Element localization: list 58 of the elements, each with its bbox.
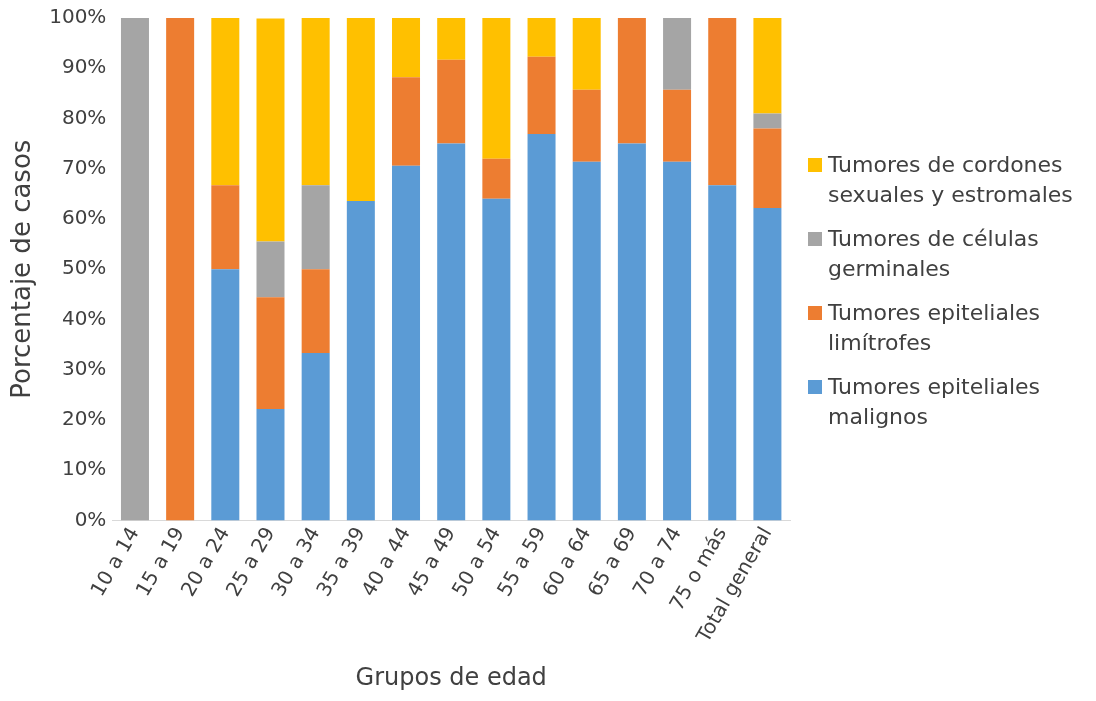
bar (753, 207, 782, 521)
bar (572, 89, 601, 162)
bar (663, 89, 692, 162)
y-tick-label: 70% (61, 154, 107, 179)
bar (482, 158, 511, 199)
y-tick-label: 50% (61, 255, 107, 280)
bar (120, 18, 149, 521)
bar (256, 18, 285, 242)
bar (527, 56, 556, 135)
y-tick-label: 10% (61, 456, 107, 481)
bar (346, 200, 375, 521)
bar (437, 18, 466, 60)
bar (708, 18, 737, 186)
bar (256, 297, 285, 409)
legend-label: Tumores de células germinales (828, 225, 1040, 283)
bar (482, 18, 511, 159)
bar (301, 269, 330, 354)
bar (301, 18, 330, 186)
bar (527, 18, 556, 57)
bar (753, 113, 782, 129)
bar (753, 18, 782, 114)
bar (527, 134, 556, 521)
y-tick-label: 0% (74, 506, 107, 531)
y-tick-label: 60% (61, 205, 107, 230)
bar (617, 143, 646, 521)
bar (663, 18, 692, 90)
bar (211, 18, 240, 186)
y-tick-label: 100% (49, 4, 107, 29)
bar (256, 241, 285, 298)
y-tick-label: 90% (61, 54, 107, 79)
bar (482, 198, 511, 521)
bar (211, 269, 240, 521)
bar (392, 77, 421, 166)
bar (572, 18, 601, 90)
bar (301, 353, 330, 521)
bar (346, 18, 375, 201)
bar (256, 408, 285, 521)
bar (572, 161, 601, 521)
x-axis-title: Grupos de edad (355, 662, 547, 691)
legend-label: Tumores epiteliales malignos (828, 373, 1042, 431)
bar (392, 18, 421, 78)
bar (392, 165, 421, 521)
bar (753, 128, 782, 208)
y-tick-label: 40% (61, 305, 107, 330)
bar (437, 143, 466, 521)
bar (166, 18, 195, 521)
bar (663, 161, 692, 521)
y-tick-label: 80% (61, 104, 107, 129)
y-tick-label: 30% (61, 355, 107, 380)
bar (708, 185, 737, 521)
legend-label: Tumores epiteliales limítrofes (828, 299, 1042, 357)
bar (437, 59, 466, 144)
y-axis-title: Porcentaje de casos (6, 139, 37, 399)
bar (617, 18, 646, 144)
legend-label: Tumores de cordones sexuales y estromales (828, 151, 1074, 209)
y-tick-label: 20% (61, 406, 107, 431)
bar (211, 185, 240, 270)
bar (301, 185, 330, 270)
